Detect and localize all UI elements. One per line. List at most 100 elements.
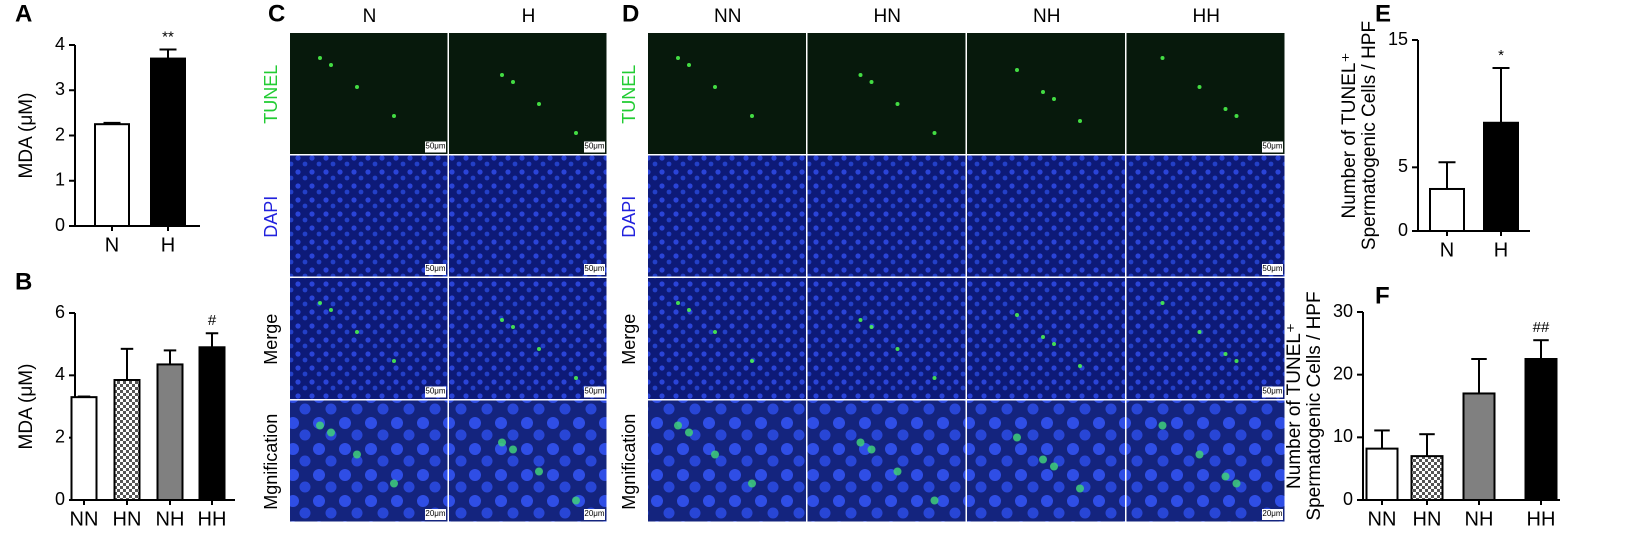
tunel-spot: [500, 73, 504, 77]
x-tick-label: NH: [156, 508, 185, 530]
row-label: TUNEL: [619, 65, 639, 124]
y-tick-label: 0: [55, 215, 65, 235]
tunel-spot: [932, 376, 937, 380]
x-tick-label: H: [161, 234, 175, 256]
x-tick-label: NN: [1368, 508, 1397, 530]
tunel-spot: [858, 318, 863, 322]
significance: **: [162, 28, 174, 45]
tunel-spot: [537, 347, 541, 351]
x-tick-label: HH: [198, 508, 227, 530]
row-label: Mgnification: [619, 414, 639, 510]
tunel-spot: [316, 421, 324, 430]
panel-letter: B: [15, 268, 32, 295]
tunel-spot: [1195, 450, 1204, 459]
micrograph: [967, 278, 1125, 399]
micrograph: [290, 155, 448, 277]
tunel-spot: [1160, 301, 1165, 305]
tunel-spot: [895, 102, 900, 106]
tunel-spot: [869, 80, 874, 84]
scale-bar-box: [584, 264, 605, 275]
x-tick-label: N: [1440, 239, 1454, 261]
tunel-spot: [329, 308, 333, 312]
tunel-spot: [676, 301, 680, 305]
tunel-spot: [687, 63, 691, 67]
y-tick-label: 0: [1343, 489, 1353, 509]
micrograph: [807, 155, 966, 277]
micrograph: [1126, 400, 1285, 522]
micrograph: [1126, 155, 1285, 277]
tunel-spot: [329, 63, 333, 67]
bar: [198, 346, 226, 501]
scale-bar-box: [1262, 386, 1283, 398]
tunel-spot: [1039, 455, 1047, 464]
micrograph: [449, 155, 607, 277]
bar: [94, 123, 130, 227]
micrograph: [967, 33, 1125, 154]
bar: [1410, 455, 1444, 501]
x-tick-label: NN: [70, 508, 99, 530]
column-label: NN: [714, 6, 741, 27]
tunel-spot: [537, 102, 541, 106]
y-tick-label: 10: [1333, 426, 1353, 446]
significance: *: [1498, 47, 1504, 64]
y-axis-label: Spermatogenic Cells / HPF: [1304, 291, 1325, 520]
micrograph: [967, 155, 1125, 277]
scale-bar: 20μm: [1262, 509, 1283, 518]
bar: [156, 363, 184, 501]
micrograph: [807, 400, 966, 522]
bar: [1365, 447, 1399, 502]
scale-bar-box: [425, 509, 446, 520]
tunel-spot: [895, 347, 900, 351]
y-tick-label: 1: [55, 170, 65, 190]
tunel-spot: [711, 450, 719, 459]
row-label: DAPI: [619, 196, 639, 238]
scale-bar-box: [584, 509, 605, 520]
column-label: H: [522, 6, 536, 27]
scale-bar-box: [1262, 509, 1283, 520]
y-tick-label: 30: [1333, 301, 1353, 321]
x-tick-label: N: [105, 234, 119, 256]
scale-bar-box: [425, 264, 446, 275]
tunel-spot: [1052, 342, 1056, 346]
bar: [1429, 187, 1465, 232]
y-tick-label: 0: [55, 489, 65, 509]
tunel-spot: [509, 445, 517, 454]
scale-bar: 50μm: [584, 264, 605, 273]
micrograph: [290, 278, 448, 399]
micrograph: [449, 400, 607, 522]
tunel-spot: [1041, 90, 1045, 94]
tunel-spot: [713, 330, 717, 334]
y-tick-label: 6: [55, 302, 65, 322]
tunel-spot: [318, 56, 322, 60]
tunel-spot: [500, 318, 504, 322]
micrograph: [807, 278, 966, 399]
x-tick-label: HN: [1413, 508, 1442, 530]
column-label: HH: [1193, 6, 1220, 27]
tunel-spot: [867, 445, 876, 454]
bar: [150, 57, 186, 228]
significance: #: [208, 312, 217, 329]
tunel-spot: [748, 479, 756, 488]
micrograph: [648, 278, 806, 399]
scale-bar: 20μm: [584, 509, 605, 518]
column-label: HN: [874, 6, 901, 27]
tunel-spot: [750, 114, 754, 118]
scale-bar: 50μm: [584, 387, 605, 396]
micrograph: [290, 33, 448, 154]
significance: ##: [1533, 319, 1550, 336]
panel-letter: D: [622, 0, 639, 27]
tunel-spot: [511, 80, 515, 84]
y-tick-label: 3: [55, 79, 65, 99]
tunel-spot: [1078, 364, 1082, 368]
row-label: Mgnification: [261, 414, 281, 510]
tunel-spot: [1221, 472, 1230, 481]
panel-letter: C: [268, 0, 285, 27]
panel-letter: E: [1375, 0, 1391, 27]
micrograph: [648, 400, 806, 522]
tunel-spot: [390, 479, 398, 488]
tunel-spot: [353, 450, 361, 459]
tunel-spot: [1015, 313, 1019, 317]
x-tick-label: NH: [1465, 508, 1494, 530]
tunel-spot: [869, 325, 874, 329]
